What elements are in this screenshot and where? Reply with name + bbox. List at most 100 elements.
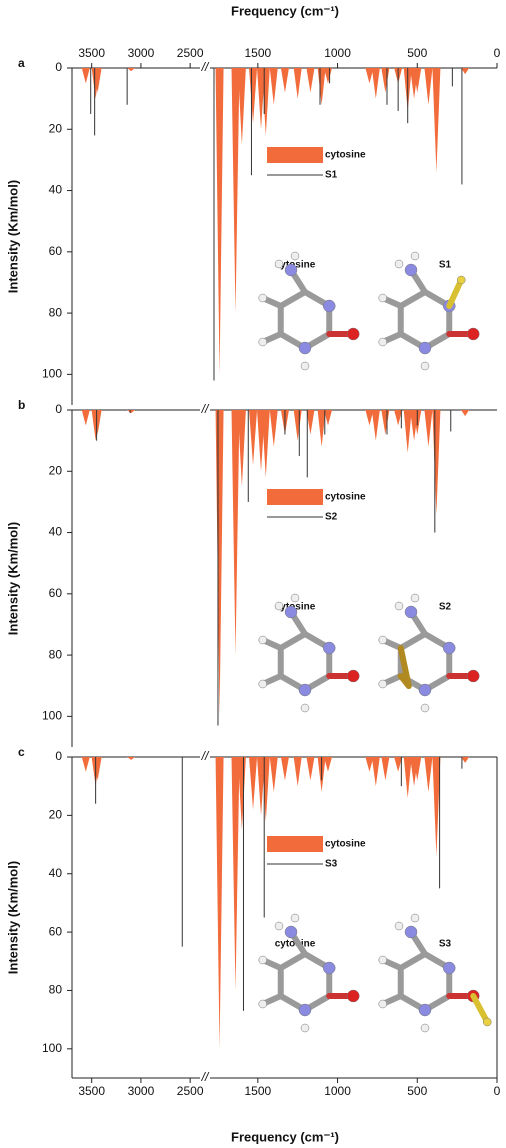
peak (306, 68, 314, 93)
y-axis-label: Intensity (Km/mol) (5, 522, 20, 635)
y-tick-label: 100 (42, 709, 62, 723)
legend-swatch (267, 147, 323, 163)
peak (424, 757, 432, 792)
atom (421, 1024, 429, 1032)
x-axis-label: Frequency (cm⁻¹) (231, 1129, 339, 1144)
x-tick-label: 1000 (324, 46, 351, 60)
legend-label: cytosine (325, 839, 366, 850)
atom (347, 328, 359, 340)
peak (318, 68, 326, 105)
x-tick-label: 1500 (244, 46, 271, 60)
atom (395, 260, 403, 268)
atom (379, 636, 387, 644)
atom (419, 342, 431, 354)
legend-swatch (267, 489, 323, 505)
atom (411, 914, 419, 922)
peak (372, 410, 380, 441)
y-tick-label: 20 (49, 808, 63, 822)
peak (372, 68, 380, 99)
peak (281, 68, 289, 93)
atom (467, 670, 479, 682)
atom (259, 338, 267, 346)
x-tick-label: 1500 (244, 1084, 271, 1098)
y-tick-label: 20 (49, 121, 63, 135)
y-tick-label: 60 (49, 244, 63, 258)
atom (275, 260, 283, 268)
peak (294, 68, 302, 99)
peak (381, 757, 389, 780)
legend-label: cytosine (325, 492, 366, 503)
peak (216, 757, 224, 1049)
x-tick-label: 3500 (78, 46, 105, 60)
peak (232, 68, 240, 313)
molecule-label: S1 (439, 260, 452, 271)
y-tick-label: 80 (49, 305, 63, 319)
peak (404, 757, 412, 798)
atom (291, 252, 299, 260)
bond (473, 996, 487, 1022)
atom (299, 1004, 311, 1016)
figure: // a Intensity (Km/mol) 0 20 40 60 80 100 3500 300… (0, 0, 506, 1148)
x-tick-label: 2500 (177, 46, 204, 60)
atom (347, 990, 359, 1002)
atom (405, 264, 417, 276)
atom (379, 956, 387, 964)
atom (323, 962, 335, 974)
bond (401, 954, 425, 968)
peak (216, 68, 224, 374)
peak (270, 757, 278, 792)
peak (238, 68, 246, 145)
y-tick-label: 40 (49, 866, 63, 880)
legend-label: S3 (325, 859, 338, 870)
peak (432, 68, 440, 172)
peak (262, 410, 270, 477)
y-tick-label: 20 (49, 463, 63, 477)
axis-break: // (201, 1070, 210, 1084)
atom (259, 1000, 267, 1008)
atom (301, 704, 309, 712)
axis-break: // (201, 60, 210, 74)
axis-break: // (201, 402, 210, 416)
peak (461, 410, 469, 416)
peak (249, 68, 257, 123)
y-tick-label: 40 (49, 525, 63, 539)
atom (379, 338, 387, 346)
atom (443, 642, 455, 654)
peak (432, 410, 440, 514)
peak (306, 757, 314, 780)
atom (421, 362, 429, 370)
peak (372, 757, 380, 786)
peak (216, 410, 224, 716)
atom (275, 922, 283, 930)
peak (262, 68, 270, 135)
panel-label: a (18, 56, 25, 70)
y-axis-label: Intensity (Km/mol) (5, 180, 20, 293)
peak (381, 410, 389, 435)
y-axis-label: Intensity (Km/mol) (5, 861, 20, 974)
x-tick-label: 2500 (177, 1084, 204, 1098)
bond (449, 280, 461, 306)
atom (419, 1004, 431, 1016)
atom (259, 680, 267, 688)
panel-label: b (18, 398, 25, 412)
peak (262, 757, 270, 821)
x-tick-label: 500 (407, 1084, 427, 1098)
atom (443, 962, 455, 974)
atom (259, 636, 267, 644)
x-tick-label: 500 (407, 46, 427, 60)
y-tick-label: 0 (55, 60, 62, 74)
atom (379, 294, 387, 302)
atom (379, 1000, 387, 1008)
peak (404, 410, 412, 453)
peak (281, 757, 289, 780)
peak (82, 410, 90, 425)
peak (270, 410, 278, 447)
x-tick-label: 3000 (128, 1084, 155, 1098)
peak (324, 757, 332, 772)
peak (82, 757, 90, 772)
bond (281, 292, 305, 306)
atom (347, 670, 359, 682)
legend-label: S1 (325, 170, 338, 181)
atom (483, 1018, 491, 1026)
peak (232, 410, 240, 655)
